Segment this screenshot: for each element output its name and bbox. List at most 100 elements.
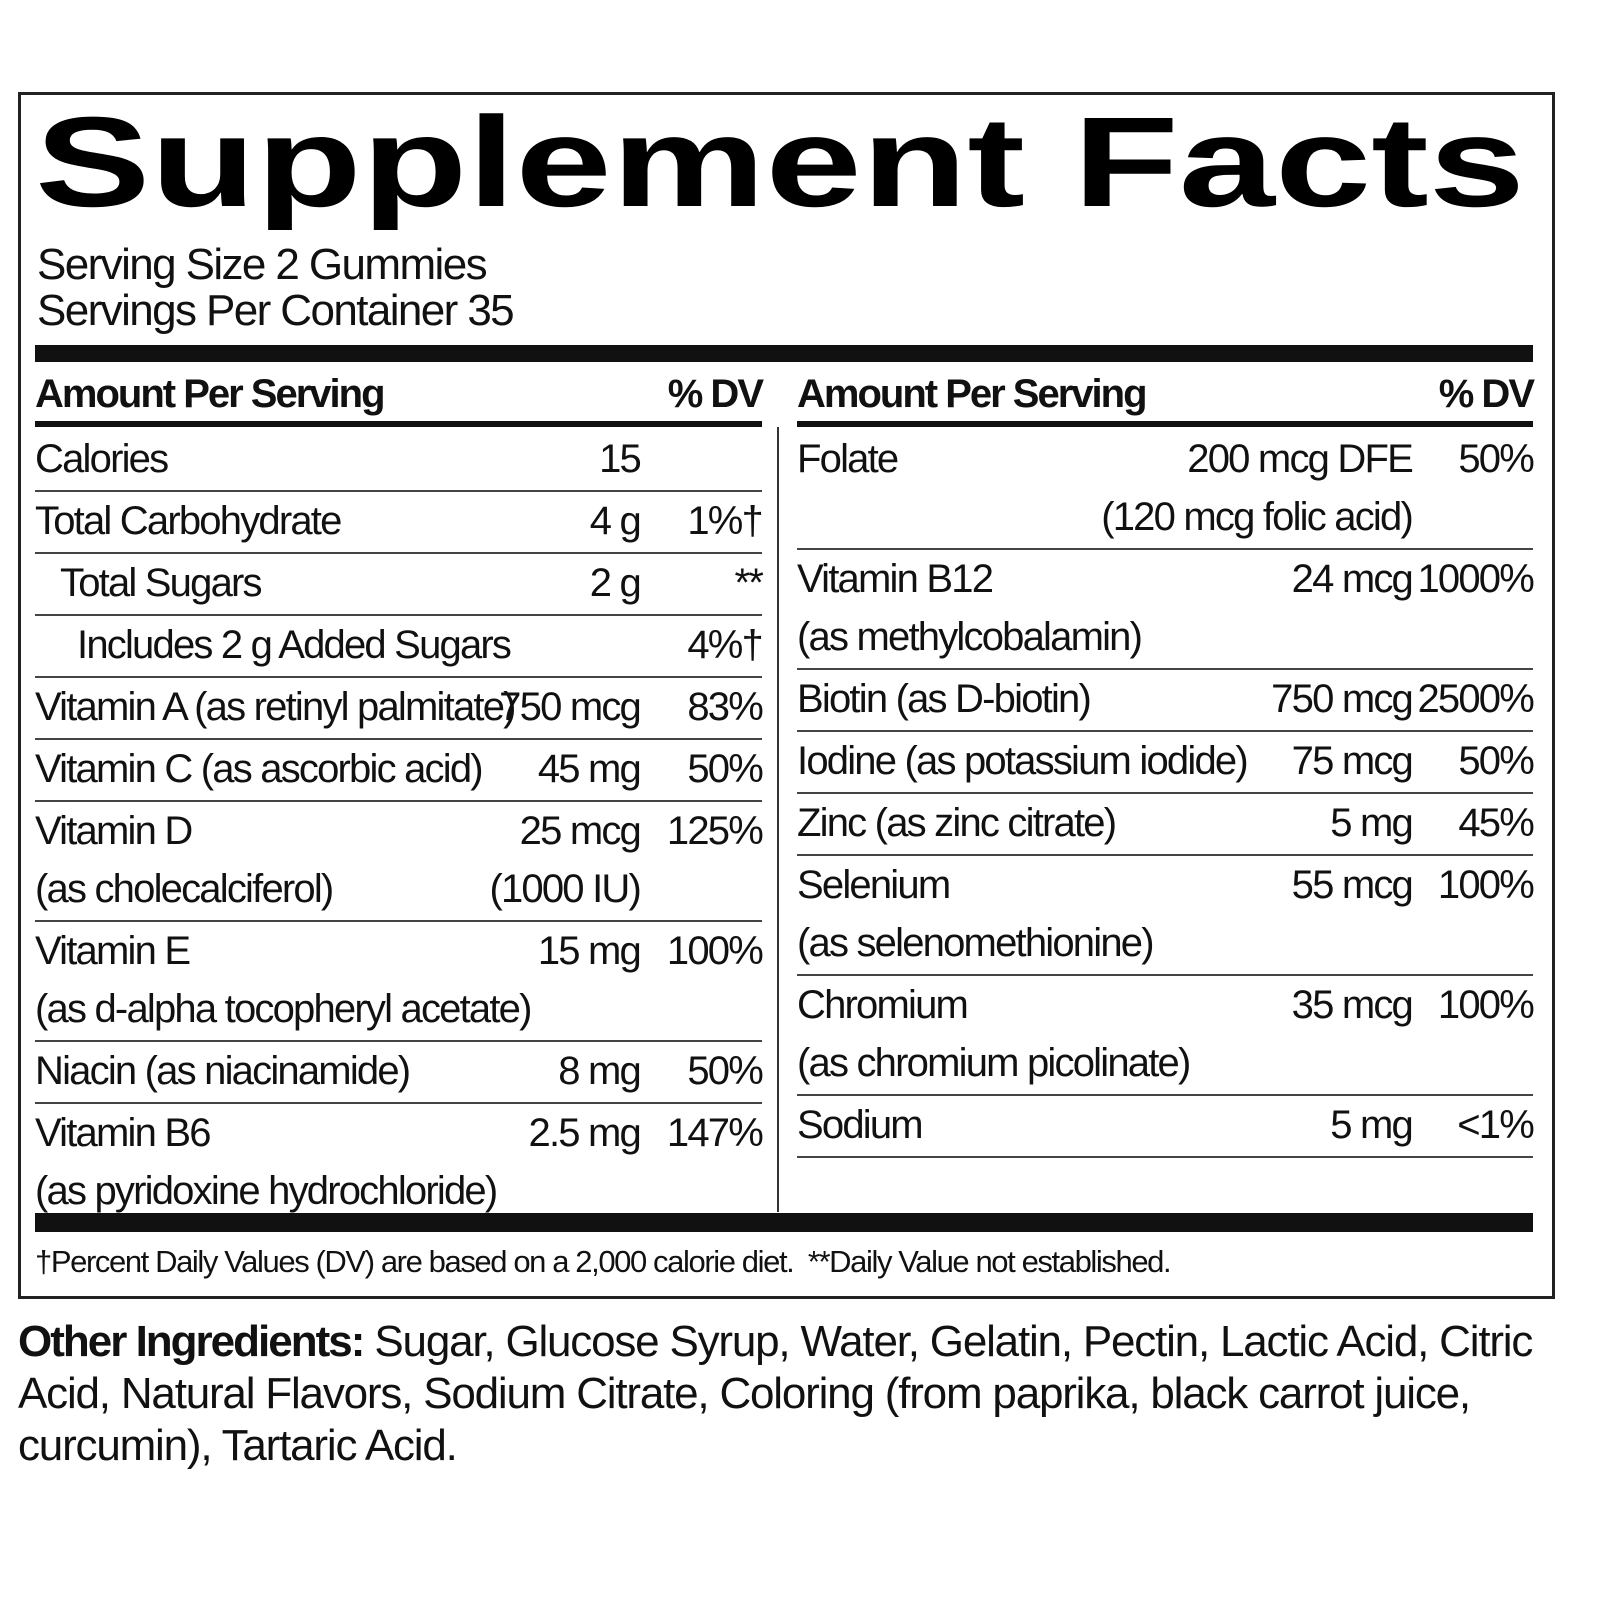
header-amount: Amount Per Serving: [797, 372, 1148, 416]
daily-value: 100%: [1437, 976, 1535, 1034]
nutrient-row: Zinc (as zinc citrate) 5 mg 45%: [797, 794, 1535, 856]
footnote-not-established: **Daily Value not established.: [807, 1244, 1172, 1279]
nutrient-name: Selenium (as selenomethionine): [797, 856, 1155, 972]
nutrient-row: Total Carbohydrate 4 g 1%†: [35, 492, 764, 554]
amount: 55 mcg: [1292, 856, 1414, 914]
nutrient-name: Zinc (as zinc citrate): [797, 794, 1117, 852]
name-line: Vitamin B12: [797, 557, 994, 601]
nutrient-row: Iodine (as potassium iodide) 75 mcg 50%: [797, 732, 1535, 794]
amount-line: 750 mcg: [1271, 677, 1414, 721]
amount: 750 mcg: [1271, 670, 1414, 728]
amount-line: 2.5 mg: [528, 1111, 642, 1155]
name-line: Vitamin D: [35, 809, 193, 853]
nutrient-name: Total Carbohydrate: [35, 492, 342, 550]
name-line: (as d-alpha tocopheryl acetate): [35, 987, 532, 1031]
daily-value: 4%†: [687, 616, 763, 674]
name-line: Folate: [797, 437, 899, 481]
footnote: †Percent Daily Values (DV) are based on …: [35, 1244, 1172, 1280]
daily-value: 1%†: [687, 492, 763, 550]
name-line: Total Sugars: [60, 561, 263, 605]
amount: 5 mg: [1330, 794, 1414, 852]
dv-text: 1000%: [1417, 557, 1534, 601]
daily-value: 1000%: [1417, 550, 1534, 608]
name-line: Zinc (as zinc citrate): [797, 801, 1117, 845]
other-ingredients: Other Ingredients: Sugar, Glucose Syrup,…: [18, 1316, 1548, 1472]
column: Calories 15 Total Carbohydrate 4 g 1%† Total …: [35, 430, 764, 1222]
dv-text: 50%: [687, 1049, 763, 1093]
serving-size: Serving Size 2 Gummies: [37, 240, 488, 289]
daily-value: 50%: [687, 1042, 763, 1100]
daily-value: 147%: [667, 1104, 764, 1162]
amount-line: 15 mg: [537, 929, 642, 973]
dv-text: 125%: [666, 809, 764, 853]
amount: 25 mcg (1000 IU): [489, 802, 642, 918]
footnote-dv: †Percent Daily Values (DV) are based on …: [35, 1244, 795, 1279]
dv-text: 100%: [1437, 983, 1535, 1027]
nutrient-name: Folate: [797, 430, 899, 488]
daily-value: 100%: [667, 922, 764, 980]
dv-text: 2500%: [1417, 677, 1534, 721]
name-line: Vitamin B6: [35, 1111, 212, 1155]
amount-line: (1000 IU): [489, 867, 641, 911]
name-line: Calories: [35, 437, 169, 481]
name-line: Includes 2 g Added Sugars: [77, 623, 512, 667]
column: Folate 200 mcg DFE (120 mcg folic acid) 50%…: [797, 430, 1535, 1158]
nutrient-name: Vitamin A (as retinyl palmitate): [35, 678, 516, 736]
dv-text: 1%†: [687, 499, 763, 543]
daily-value: <1%: [1457, 1096, 1535, 1154]
amount-line: 35 mcg: [1291, 983, 1414, 1027]
title: Supplement Facts: [35, 100, 1525, 230]
column-divider: [777, 427, 779, 1212]
ingredients-label: Other Ingredients:: [18, 1317, 365, 1366]
daily-value: 45%: [1458, 794, 1534, 852]
nutrient-row: Vitamin A (as retinyl palmitate) 750 mcg 8…: [35, 678, 764, 740]
dv-text: **: [734, 561, 763, 605]
name-line: Niacin (as niacinamide): [35, 1049, 411, 1093]
amount: 2.5 mg: [528, 1104, 642, 1162]
amount: 24 mcg: [1292, 550, 1414, 608]
name-line: (as cholecalciferol): [35, 867, 334, 911]
amount: 4 g: [589, 492, 642, 550]
amount: 750 mcg: [499, 678, 642, 736]
nutrient-row: Vitamin E (as d-alpha tocopheryl acetate)…: [35, 922, 764, 1042]
daily-value: 50%: [1458, 430, 1534, 488]
ingredients-text: Sugar, Glucose Syrup, Water, Gelatin, Pe…: [18, 1317, 1533, 1470]
dv-text: 83%: [687, 685, 763, 729]
amount: 75 mcg: [1291, 732, 1414, 790]
dv-text: <1%: [1457, 1103, 1535, 1147]
nutrient-name: Biotin (as D-biotin): [797, 670, 1092, 728]
nutrient-name: Sodium: [797, 1096, 924, 1154]
amount-line: 200 mcg DFE: [1187, 437, 1414, 481]
nutrient-name: Vitamin B12 (as methylcobalamin): [797, 550, 1143, 666]
amount-line: 750 mcg: [499, 685, 642, 729]
amount-line: 4 g: [589, 499, 642, 543]
nutrient-row: Niacin (as niacinamide) 8 mg 50%: [35, 1042, 764, 1104]
dv-text: 50%: [1458, 739, 1534, 783]
name-line: (as methylcobalamin): [797, 615, 1143, 659]
name-line: Chromium: [797, 983, 969, 1027]
name-line: Vitamin A (as retinyl palmitate): [35, 685, 516, 729]
facts-box: [18, 92, 1555, 1299]
daily-value: 50%: [687, 740, 763, 798]
amount-line: 45 mg: [537, 747, 642, 791]
nutrient-row: Biotin (as D-biotin) 750 mcg 2500%: [797, 670, 1535, 732]
nutrient-row: Sodium 5 mg <1%: [797, 1096, 1535, 1158]
header-dv: % DV: [1438, 372, 1535, 416]
dv-text: 4%†: [687, 623, 763, 667]
amount-line: 2 g: [589, 561, 642, 605]
name-line: Iodine (as potassium iodide): [797, 739, 1249, 783]
amount-line: 25 mcg: [519, 809, 642, 853]
nutrient-row: Vitamin C (as ascorbic acid) 45 mg 50%: [35, 740, 764, 802]
amount-line: 75 mcg: [1291, 739, 1414, 783]
header-dv: % DV: [667, 372, 764, 416]
amount: 35 mcg: [1291, 976, 1414, 1034]
dv-text: 45%: [1458, 801, 1534, 845]
amount: 45 mg: [537, 740, 642, 798]
amount: 200 mcg DFE (120 mcg folic acid): [1101, 430, 1414, 546]
nutrient-name: Total Sugars: [60, 554, 263, 612]
nutrient-name: Chromium (as chromium picolinate): [797, 976, 1191, 1092]
amount: 15 mg: [537, 922, 642, 980]
dv-text: 100%: [1437, 863, 1535, 907]
amount: 8 mg: [558, 1042, 642, 1100]
